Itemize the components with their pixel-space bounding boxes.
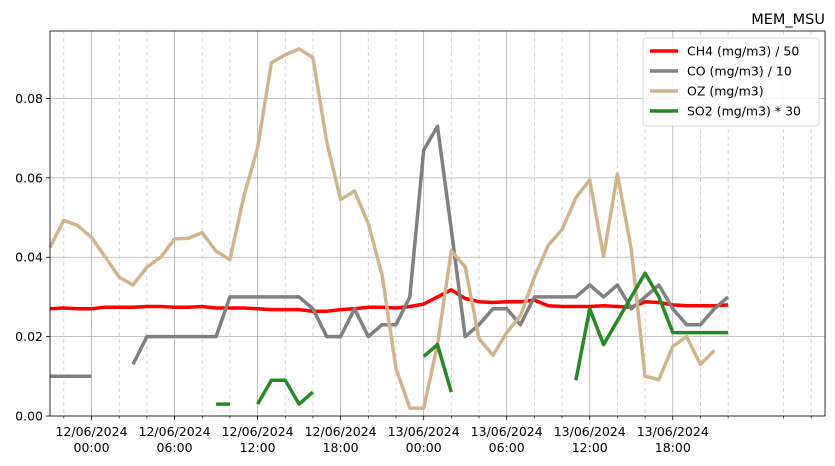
x-tick-label-time: 06:00	[157, 440, 193, 455]
x-tick-label-date: 13/06/2024	[388, 424, 460, 439]
x-tick-label-time: 00:00	[74, 440, 110, 455]
legend-label: SO2 (mg/m3) * 30	[687, 104, 801, 119]
x-tick-label-time: 18:00	[655, 440, 691, 455]
x-tick-label-time: 12:00	[572, 440, 608, 455]
x-tick-label-time: 12:00	[240, 440, 276, 455]
y-tick-label: 0.04	[15, 250, 43, 265]
axes: 12/06/202400:0012/06/202406:0012/06/2024…	[15, 91, 812, 455]
legend-label: CO (mg/m3) / 10	[687, 64, 792, 79]
series-line-3	[422, 342, 453, 393]
series-lines	[48, 47, 730, 410]
plot-frame	[49, 30, 826, 417]
legend-label: OZ (mg/m3)	[687, 84, 764, 99]
y-tick-label: 0.08	[15, 91, 43, 106]
x-tick-label-date: 12/06/2024	[222, 424, 294, 439]
x-tick-label-date: 13/06/2024	[554, 424, 626, 439]
y-tick-label: 0.02	[15, 329, 43, 344]
x-tick-label-date: 12/06/2024	[305, 424, 377, 439]
x-tick-label-time: 18:00	[323, 440, 359, 455]
series-line-2	[48, 47, 716, 410]
legend-label: CH4 (mg/m3) / 50	[687, 44, 799, 59]
x-tick-label-date: 13/06/2024	[471, 424, 543, 439]
series-line-3	[256, 378, 315, 406]
legend: CH4 (mg/m3) / 50 CO (mg/m3) / 10 OZ (mg/m3…	[642, 37, 820, 127]
series-line-3	[574, 271, 729, 381]
y-tick-label: 0.06	[15, 170, 43, 185]
series-line-1	[131, 124, 730, 366]
x-tick-label-time: 00:00	[406, 440, 442, 455]
legend-box	[642, 37, 820, 127]
x-tick-label-date: 12/06/2024	[55, 424, 127, 439]
x-tick-label-date: 13/06/2024	[637, 424, 709, 439]
x-tick-label-time: 06:00	[489, 440, 525, 455]
chart-title: MEM_MSU	[751, 12, 825, 28]
y-tick-label: 0.00	[15, 409, 43, 424]
x-tick-label-date: 12/06/2024	[139, 424, 211, 439]
series-line-0	[49, 288, 729, 313]
